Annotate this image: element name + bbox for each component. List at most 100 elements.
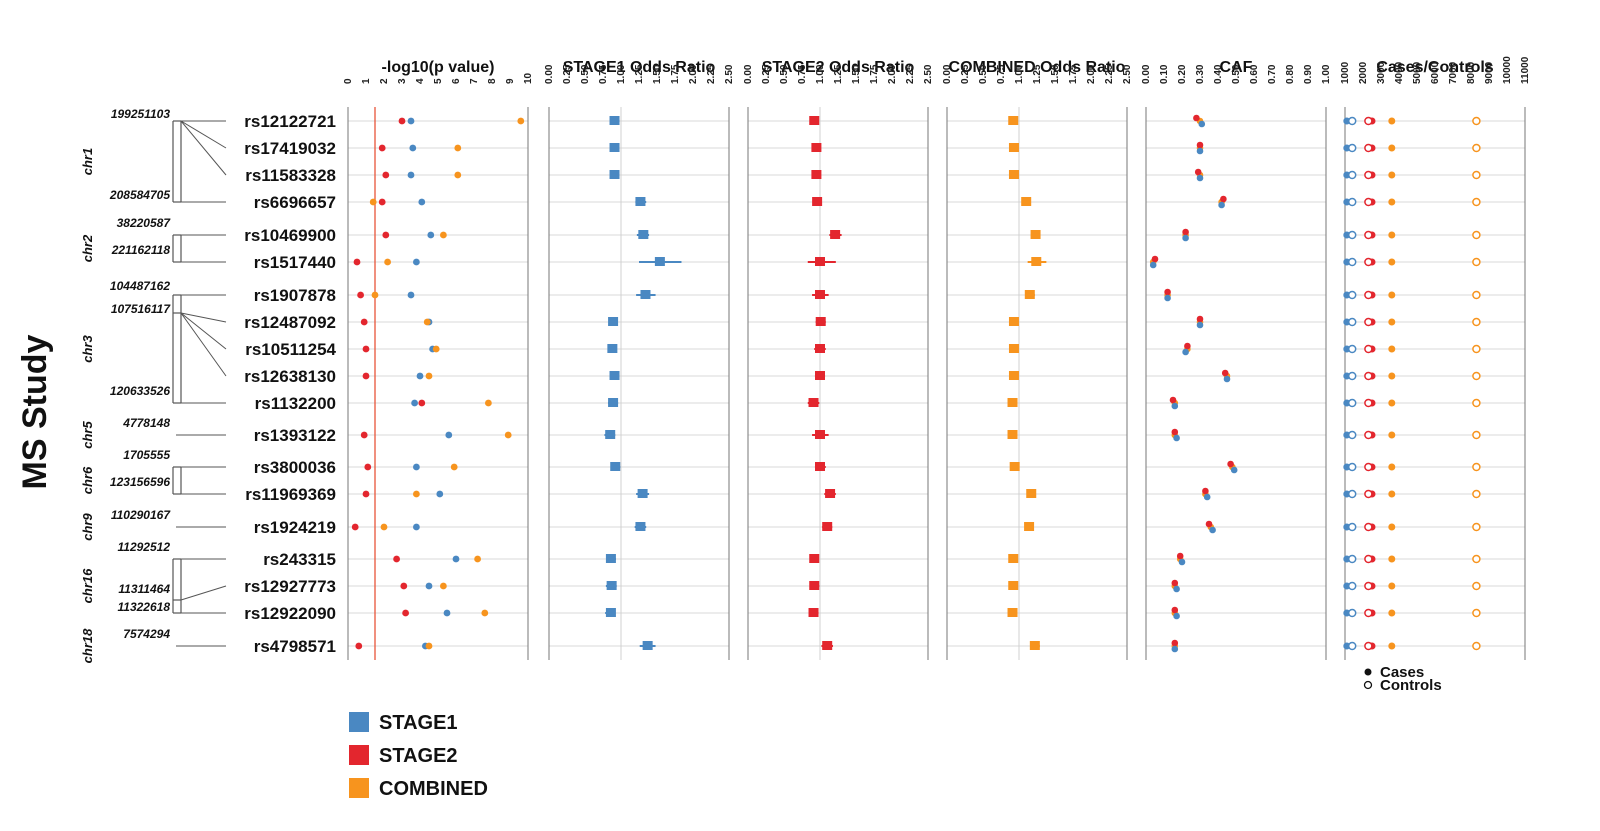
chromosome-annotations: chr1 199251103 208584705 chr2 38220587 221162…	[80, 107, 227, 663]
controls-point-stage2	[1364, 430, 1373, 440]
position-label: 199251103	[111, 107, 171, 121]
point-stage2	[362, 490, 370, 498]
panel-title: COMBINED Odds Ratio	[949, 59, 1126, 76]
controls-point-stage2	[1364, 581, 1373, 591]
position-label: 110290167	[111, 508, 172, 522]
caf-point-stage2	[1196, 315, 1204, 323]
or-point	[808, 398, 819, 407]
controls-point-stage2	[1364, 641, 1373, 651]
snp-label: rs12922090	[244, 604, 336, 623]
controls-point-combined	[1472, 257, 1481, 267]
or-point	[822, 641, 833, 650]
tick-label: 0.30	[1195, 64, 1206, 84]
tick-label: 0.10	[1159, 64, 1170, 84]
tick-label: 2.25	[1104, 64, 1115, 84]
chromosome-chr6: chr6 1705555 123156596	[80, 448, 226, 495]
tick-label: 2.25	[706, 64, 717, 84]
connector-line	[180, 312, 227, 377]
controls-point-combined	[1472, 116, 1481, 126]
tick-label: 1000	[1340, 61, 1351, 84]
panel-0: -log10(p value) 0 1 2 3 4 5 6 7 8 9 10	[343, 59, 534, 660]
tick-label: 0.25	[761, 64, 772, 84]
controls-point-combined	[1472, 398, 1481, 408]
or-point	[1008, 116, 1019, 125]
caf-point-stage2	[1184, 342, 1191, 350]
caf-point-stage2	[1205, 520, 1213, 528]
controls-point-stage1	[1347, 641, 1357, 651]
tick-label: 0.50	[1231, 64, 1242, 84]
chromosome-chr5: chr5 4778148	[80, 416, 226, 449]
caf-point-stage1	[1178, 558, 1186, 566]
cases-point-combined	[1388, 609, 1396, 617]
caf-point-stage2	[1164, 288, 1171, 296]
snp-label: rs1393122	[254, 426, 336, 445]
controls-label: Controls	[1380, 677, 1442, 694]
controls-point-stage1	[1347, 170, 1357, 180]
controls-point-combined	[1472, 371, 1481, 381]
tick-label: 0.40	[1213, 64, 1224, 84]
panel-1: STAGE1 Odds Ratio 0.00 0.25 0.50 0.75 1.00 1.2…	[544, 59, 735, 660]
or-point	[1007, 608, 1018, 617]
snp-label: rs1517440	[254, 253, 336, 272]
position-label: 104487162	[110, 279, 170, 293]
or-point	[605, 554, 616, 563]
point-stage1	[409, 144, 417, 152]
controls-point-stage1	[1347, 554, 1357, 564]
point-combined	[440, 231, 447, 239]
controls-point-stage1	[1347, 116, 1357, 126]
chromosome-name: chr18	[80, 628, 95, 663]
controls-point-stage1	[1347, 371, 1357, 381]
chromosome-chr16: chr16 11292512 11311464 11322618	[80, 540, 227, 614]
point-stage2	[353, 258, 361, 266]
controls-point-stage1	[1347, 197, 1357, 207]
or-point	[642, 641, 653, 650]
or-point	[1026, 489, 1037, 498]
controls-point-stage2	[1364, 344, 1373, 354]
point-stage2	[362, 345, 370, 353]
tick-label: 1.00	[616, 64, 627, 84]
position-label: 120633526	[110, 384, 170, 398]
chromosome-chr1: chr1 199251103 208584705	[80, 107, 227, 203]
snp-label: rs1907878	[254, 286, 336, 305]
chromosome-name: chr9	[80, 513, 95, 541]
or-point	[809, 116, 820, 125]
legend-label: STAGE1	[379, 712, 458, 734]
snp-label: rs10511254	[245, 340, 336, 359]
tick-label: 0.50	[978, 64, 989, 84]
point-stage2	[378, 198, 386, 206]
point-stage2	[364, 463, 372, 471]
tick-label: 1.50	[1050, 64, 1061, 84]
tick-label: 1.75	[670, 64, 681, 84]
point-combined	[425, 372, 433, 380]
cases-label: Cases	[1380, 664, 1424, 681]
tick-label: 7	[469, 78, 480, 84]
tick-label: 0.00	[1141, 64, 1152, 84]
controls-point-combined	[1472, 489, 1481, 499]
caf-point-stage1	[1223, 375, 1231, 383]
controls-point-stage2	[1364, 462, 1373, 472]
point-combined	[481, 609, 489, 617]
or-point	[1007, 398, 1018, 407]
tick-label: 6	[451, 78, 462, 84]
controls-point-stage1	[1347, 317, 1357, 327]
caf-point-stage1	[1209, 526, 1216, 534]
snp-label: rs10469900	[244, 226, 336, 245]
tick-label: 5000	[1412, 61, 1423, 84]
panels: -log10(p value) 0 1 2 3 4 5 6 7 8 9 10 STAGE1 Odds R…	[343, 56, 1531, 660]
tick-label: 1.25	[634, 64, 645, 84]
position-label: 4778148	[122, 416, 170, 430]
position-label: 38220587	[117, 216, 172, 230]
point-combined	[474, 555, 481, 563]
caf-point-stage1	[1149, 261, 1157, 269]
legend-label: COMBINED	[379, 778, 488, 800]
tick-label: 0.60	[1249, 64, 1260, 84]
connector-line	[180, 585, 227, 601]
caf-point-stage2	[1196, 141, 1204, 149]
cases-point-combined	[1388, 171, 1396, 179]
tick-label: 0.75	[996, 64, 1007, 84]
tick-label: 4	[415, 78, 426, 84]
cases-point-combined	[1388, 399, 1396, 407]
controls-point-stage1	[1347, 290, 1357, 300]
